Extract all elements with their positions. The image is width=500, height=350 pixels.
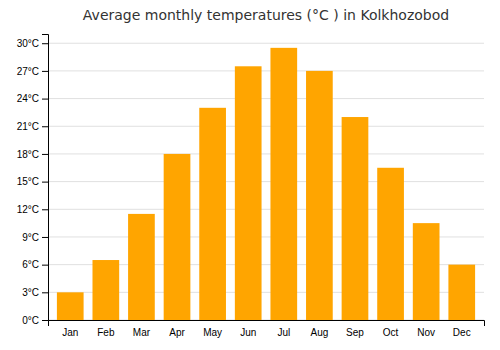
x-tick: Aug: [310, 327, 328, 338]
y-tick-mark: [42, 237, 48, 238]
y-tick-mark: [42, 265, 48, 266]
grid-line: [48, 126, 484, 127]
y-tick-label: 27°C: [17, 66, 39, 77]
x-tick-label: Aug: [310, 327, 328, 338]
bar: [448, 265, 475, 320]
y-tick-label: 12°C: [17, 204, 39, 215]
bars: [57, 48, 475, 320]
grid-line: [48, 70, 484, 71]
bar: [270, 48, 297, 320]
y-tick-label: 18°C: [17, 149, 39, 160]
plot: 0°C 3°C 6°C 9°C 12°C 15°C 18°C 21°C 24°C 27°C 30°C…: [17, 35, 485, 339]
bar: [306, 71, 333, 320]
bar: [164, 154, 191, 320]
bar: [92, 260, 119, 320]
x-tick: May: [203, 327, 222, 338]
y-tick: 12°C: [17, 204, 48, 215]
y-tick-label: 24°C: [17, 93, 39, 104]
title: Average monthly temperatures (°C ) in Ko…: [83, 7, 449, 23]
bar: [342, 117, 369, 320]
y-tick-mark: [42, 99, 48, 100]
y-tick-mark: [42, 182, 48, 183]
y-tick: 6°C: [22, 259, 48, 270]
grid-line: [48, 181, 484, 182]
y-axis: 0°C 3°C 6°C 9°C 12°C 15°C 18°C 21°C 24°C 27°C 30°C: [17, 35, 49, 326]
y-tick: 15°C: [17, 176, 48, 187]
y-tick-label: 9°C: [22, 232, 39, 243]
y-tick: 18°C: [17, 149, 48, 160]
x-tick: Apr: [169, 327, 185, 338]
y-tick-mark: [42, 126, 48, 127]
y-tick-mark: [42, 209, 48, 210]
x-tick-label: Dec: [453, 327, 471, 338]
y-tick: 27°C: [17, 66, 48, 77]
y-tick-mark: [42, 43, 48, 44]
bar: [57, 292, 84, 320]
y-tick-label: 6°C: [22, 259, 39, 270]
x-tick-label: Jan: [62, 327, 78, 338]
x-tick: Jun: [240, 327, 256, 338]
bar: [413, 223, 440, 320]
y-tick-label: 0°C: [22, 315, 39, 326]
x-tick-label: Jul: [277, 327, 290, 338]
grid-line: [48, 98, 484, 99]
x-tick-label: Mar: [133, 327, 151, 338]
x-axis-line: [49, 321, 485, 327]
x-tick: Mar: [133, 327, 151, 338]
y-tick-mark: [42, 320, 48, 321]
y-tick: 30°C: [17, 38, 48, 49]
x-tick: Feb: [97, 327, 115, 338]
x-tick: Nov: [417, 327, 435, 338]
x-tick: Oct: [383, 327, 399, 338]
y-tick: 3°C: [22, 287, 48, 298]
bar: [199, 108, 226, 320]
y-tick-label: 3°C: [22, 287, 39, 298]
y-tick: 24°C: [17, 93, 48, 104]
y-tick: 21°C: [17, 121, 48, 132]
x-tick-label: Apr: [169, 327, 185, 338]
bar: [235, 66, 262, 320]
y-axis-line: [42, 35, 49, 321]
bar: [377, 168, 404, 320]
y-tick: 9°C: [22, 232, 48, 243]
x-tick: Jan: [62, 327, 78, 338]
x-tick: Dec: [453, 327, 471, 338]
x-tick-label: Nov: [417, 327, 435, 338]
x-axis: Jan Feb Mar Apr May Jun Jul Aug Sep Oct Nov Dec: [49, 321, 485, 339]
grid-line: [48, 153, 484, 154]
grid-line: [48, 209, 484, 210]
y-tick-label: 15°C: [17, 176, 39, 187]
bar: [128, 214, 155, 320]
y-tick-label: 21°C: [17, 121, 39, 132]
grid-line: [48, 43, 484, 44]
y-tick-mark: [42, 292, 48, 293]
x-tick: Sep: [346, 327, 364, 338]
y-tick-label: 30°C: [17, 38, 39, 49]
y-tick-mark: [42, 154, 48, 155]
x-tick-label: Jun: [240, 327, 256, 338]
x-tick-label: Oct: [383, 327, 399, 338]
x-tick-label: May: [203, 327, 222, 338]
grid: [48, 43, 484, 320]
y-tick-mark: [42, 71, 48, 72]
x-tick-label: Sep: [346, 327, 364, 338]
y-tick: 0°C: [22, 315, 48, 326]
x-tick: Jul: [277, 327, 290, 338]
chart: 0°C 3°C 6°C 9°C 12°C 15°C 18°C 21°C 24°C 27°C 30°C…: [0, 0, 500, 350]
x-tick-label: Feb: [97, 327, 115, 338]
